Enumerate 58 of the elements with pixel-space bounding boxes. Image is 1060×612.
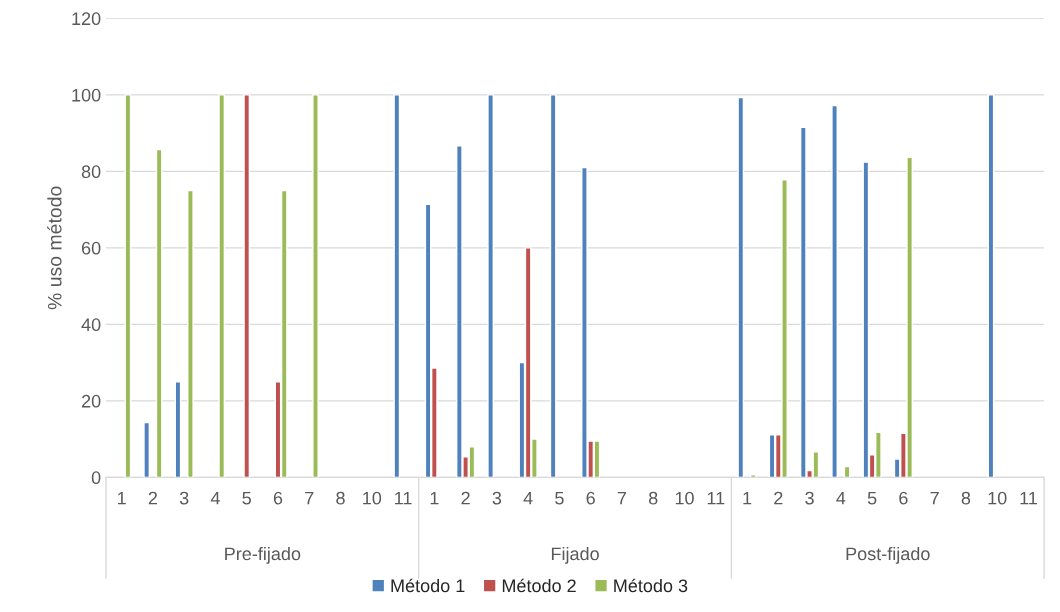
- bar: [737, 96, 745, 478]
- x-tick-label: 1: [430, 491, 439, 505]
- x-tick-label: 7: [617, 491, 627, 505]
- x-tick-label: 3: [179, 491, 189, 505]
- bar: [549, 94, 557, 478]
- x-tick-label: 6: [586, 491, 595, 505]
- x-tick-label: 3: [492, 491, 502, 505]
- x-tick-label: 11: [707, 491, 725, 505]
- x-tick-label: 11: [395, 491, 412, 505]
- x-tick-label: 8: [961, 491, 971, 505]
- x-tick-label: 4: [836, 491, 846, 505]
- x-tick-label: 7: [305, 491, 314, 505]
- x-tick-label: 6: [899, 491, 908, 505]
- y-tick-label: 100: [72, 88, 101, 102]
- x-tick-label: 10: [988, 491, 1007, 505]
- bar: [831, 104, 838, 478]
- legend-label: Método 3: [614, 578, 688, 593]
- bar: [218, 94, 226, 478]
- x-tick-label: 5: [555, 491, 564, 505]
- x-tick-label: 2: [148, 491, 158, 505]
- x-tick-label: 1: [743, 491, 752, 505]
- x-tick-label: 7: [930, 491, 939, 505]
- x-tick-label: 4: [210, 491, 220, 505]
- legend-label: Método 1: [391, 578, 465, 593]
- x-tick-label: 2: [774, 491, 783, 505]
- x-tick-label: 1: [117, 491, 126, 505]
- x-tick-label: 6: [273, 491, 283, 505]
- bar: [987, 94, 995, 478]
- y-tick-label: 40: [81, 318, 101, 332]
- x-tick-label: 8: [336, 491, 345, 505]
- bar: [393, 94, 401, 478]
- legend-label: Método 2: [502, 578, 576, 593]
- x-tick-label: 8: [648, 491, 658, 505]
- x-tick-label: 11: [1020, 491, 1037, 505]
- x-tick-label: 10: [363, 491, 382, 505]
- x-tick-label: 3: [805, 491, 814, 505]
- bar: [243, 94, 251, 478]
- y-tick-label: 60: [81, 241, 101, 255]
- y-tick-label: 0: [91, 471, 101, 485]
- y-axis-title: % uso método: [47, 186, 62, 310]
- text: Pre-fijado: [225, 546, 301, 564]
- bar: [487, 94, 494, 478]
- x-tick-label: 2: [461, 491, 470, 505]
- text: Fijado: [551, 546, 599, 564]
- bar: [155, 148, 163, 478]
- y-tick-label: 20: [81, 394, 101, 408]
- x-tick-label: 10: [675, 491, 694, 505]
- bar: [124, 94, 132, 478]
- y-tick-label: 80: [81, 165, 101, 179]
- bar: [312, 94, 319, 478]
- x-tick-label: 5: [867, 491, 877, 505]
- bar: [749, 473, 757, 478]
- text: Post-fijado: [846, 546, 930, 564]
- bar: [187, 189, 194, 478]
- bar: [143, 421, 151, 478]
- y-tick-label: 120: [72, 12, 101, 26]
- x-tick-label: 5: [242, 491, 251, 505]
- x-tick-label: 4: [523, 491, 533, 505]
